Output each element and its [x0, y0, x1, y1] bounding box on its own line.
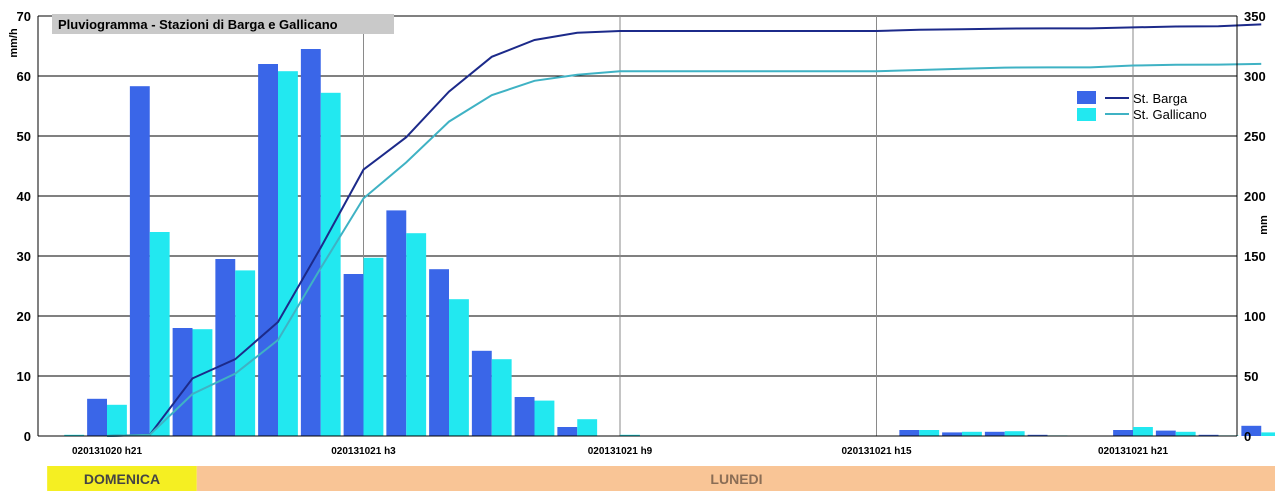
chart-title: Pluviogramma - Stazioni di Barga e Galli… [52, 14, 394, 34]
bar-stgallicano [620, 434, 640, 436]
x-tick-label: 020131020 h21 [72, 446, 143, 457]
y-tick-label: 20 [17, 309, 31, 324]
bar-stbarga [1155, 430, 1176, 436]
y-tick-label: 30 [17, 249, 31, 264]
bar-stgallicano [363, 257, 384, 436]
y2-tick-label: 250 [1244, 129, 1266, 144]
bar-stbarga [300, 49, 321, 436]
bar-stgallicano [235, 270, 256, 436]
bar-stbarga [514, 397, 535, 436]
bar-stbarga [129, 86, 150, 436]
y2-tick-label: 150 [1244, 249, 1266, 264]
bar-stgallicano [1004, 431, 1025, 436]
bar-stbarga [899, 430, 920, 436]
axes: 0 0 10 50 20 100 30 150 40 200 50 250 60 300 70 350 0201… [17, 9, 1266, 457]
bar-stgallicano [919, 430, 940, 436]
y2-tick-label: 350 [1244, 9, 1266, 24]
day-bands: DOMENICA LUNEDI [47, 466, 1275, 491]
bar-stgallicano [107, 404, 127, 436]
y-tick-label: 0 [24, 429, 31, 444]
chart-title-text: Pluviogramma - Stazioni di Barga e Galli… [58, 17, 338, 32]
legend-label-barga: St. Barga [1133, 91, 1188, 106]
y2-tick-label: 200 [1244, 189, 1266, 204]
bar-stbarga [429, 269, 449, 436]
cumulative-lines [106, 23, 1262, 437]
bar-stbarga [471, 350, 492, 436]
bar-stbarga [87, 398, 107, 436]
x-tick-label: 020131021 h15 [841, 446, 912, 457]
bar-stbarga [258, 64, 278, 436]
y2-tick-label: 300 [1244, 69, 1266, 84]
bar-stgallicano [534, 400, 555, 436]
bar-stbarga [1027, 434, 1048, 436]
legend: St. Barga St. Gallicano [1077, 91, 1207, 122]
y-tick-label: 40 [17, 189, 31, 204]
bar-stgallicano [149, 232, 170, 436]
bar-stgallicano [449, 299, 469, 436]
y2-tick-label: 100 [1244, 309, 1266, 324]
y-tick-label: 50 [17, 129, 31, 144]
bar-stgallicano [1261, 432, 1275, 436]
bar-stgallicano [491, 359, 512, 436]
bar-stbarga [1113, 430, 1133, 436]
cumulative-line-stbarga [106, 23, 1262, 437]
bar-stgallicano [962, 431, 982, 436]
bars [64, 49, 1275, 437]
y2-axis-title: mm [1258, 215, 1270, 235]
day-band [196, 466, 1275, 491]
day-band-label: DOMENICA [84, 471, 160, 487]
y2-tick-label: 50 [1244, 369, 1258, 384]
y2-tick-label: 0 [1244, 429, 1251, 444]
bar-stgallicano [320, 92, 341, 437]
y-tick-label: 60 [17, 69, 31, 84]
legend-label-gallicano: St. Gallicano [1133, 107, 1207, 122]
bar-stbarga [215, 259, 236, 436]
bar-stgallicano [1175, 431, 1196, 436]
bar-stbarga [557, 427, 578, 436]
x-tick-label: 020131021 h3 [331, 446, 396, 457]
y-axis-title: mm/h [8, 28, 20, 58]
legend-swatch-barga [1077, 91, 1096, 104]
bar-stgallicano [64, 434, 85, 436]
bar-stgallicano [577, 419, 598, 436]
y-tick-label: 10 [17, 369, 31, 384]
cumulative-line-stgallicano [106, 62, 1262, 437]
bar-stbarga [343, 274, 364, 436]
day-band [47, 466, 197, 491]
x-tick-label: 020131021 h9 [588, 446, 653, 457]
day-band-label: LUNEDI [710, 471, 762, 487]
bar-stbarga [386, 210, 407, 436]
bar-stgallicano [1133, 427, 1153, 436]
bar-stgallicano [192, 329, 213, 436]
bar-stbarga [1198, 434, 1219, 436]
bar-stgallicano [278, 71, 298, 436]
legend-swatch-gallicano [1077, 108, 1096, 121]
bar-stbarga [942, 432, 962, 436]
bar-stgallicano [406, 233, 427, 436]
bar-stbarga [984, 431, 1005, 436]
chart-title-background [52, 14, 394, 34]
y-tick-label: 70 [17, 9, 31, 24]
bar-stbarga [1241, 425, 1262, 436]
x-tick-label: 020131021 h21 [1098, 446, 1169, 457]
